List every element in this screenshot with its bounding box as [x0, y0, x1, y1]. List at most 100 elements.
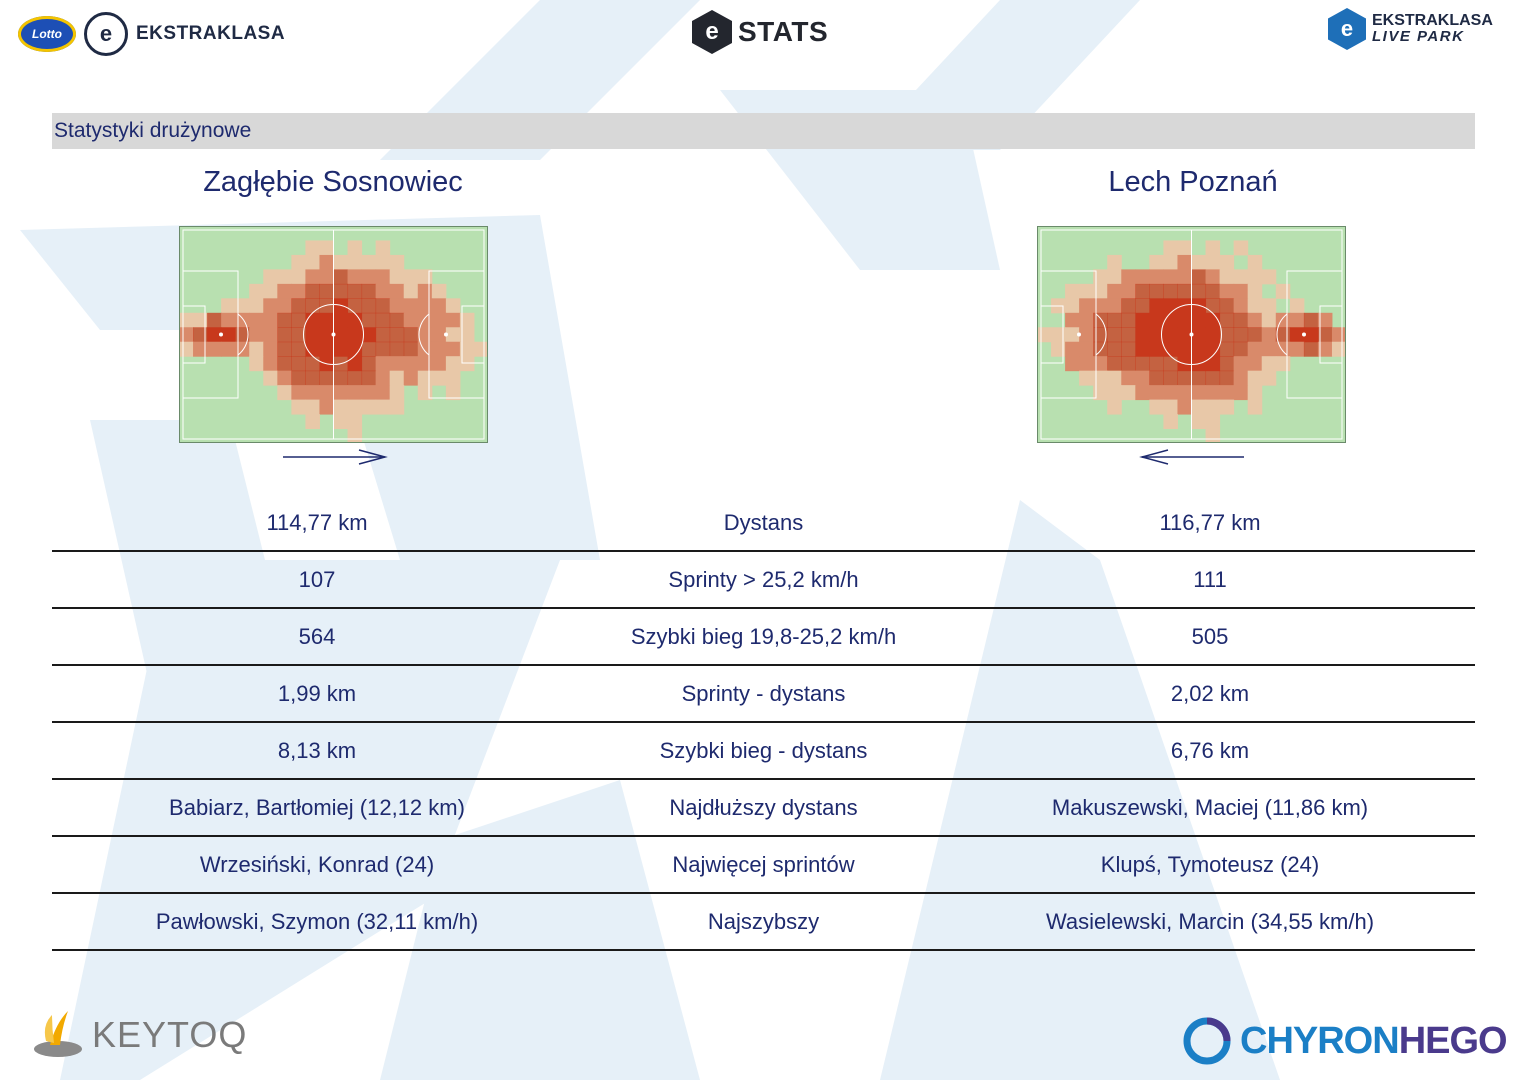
stats-row: Pawłowski, Szymon (32,11 km/h) Najszybsz… [52, 894, 1475, 951]
left-value: 8,13 km [277, 737, 357, 763]
heat-cell [375, 283, 391, 299]
heat-cell [1205, 370, 1221, 386]
pitch-marking [1040, 305, 1064, 364]
heat-cell [417, 356, 433, 372]
heat-cell [1205, 269, 1221, 285]
stats-table: 114,77 km Dystans 116,77 km 107 Sprinty … [52, 495, 1475, 951]
left-value: 564 [298, 623, 336, 649]
heat-cell [179, 327, 194, 343]
heat-cell [1219, 254, 1235, 270]
heat-cell [1107, 298, 1122, 314]
heat-cell [1191, 327, 1207, 343]
heat-cell [1065, 327, 1080, 343]
heat-cell [1135, 327, 1150, 343]
heat-cell [417, 269, 433, 285]
heat-cell [1303, 341, 1319, 357]
heat-cell [445, 385, 461, 401]
heat-cell [1163, 414, 1178, 430]
heat-cell [1177, 399, 1192, 415]
heat-cell [249, 341, 264, 357]
heat-cell [1149, 341, 1164, 357]
heat-cell [1317, 341, 1333, 357]
heat-cell [1205, 327, 1221, 343]
heat-cell [1065, 341, 1080, 357]
right-value: Klupś, Tymoteusz (24) [1100, 851, 1320, 877]
heat-cell [1149, 283, 1164, 299]
heat-cell [207, 327, 222, 343]
heat-cell [459, 327, 475, 343]
heat-cell [1275, 283, 1291, 299]
pitch-marking [1077, 332, 1081, 337]
heat-cell [403, 312, 419, 328]
heat-cell [1149, 356, 1164, 372]
heat-cell [1191, 341, 1207, 357]
heat-cell [305, 269, 320, 285]
heat-cell [347, 254, 363, 270]
heat-cell [235, 298, 250, 314]
heat-cell [1289, 327, 1305, 343]
live-park-wordmark: EKSTRAKLASA LIVE PARK [1372, 13, 1493, 45]
heat-cell [1135, 283, 1150, 299]
stat-label: Dystans [723, 509, 804, 535]
heat-cell [263, 269, 278, 285]
heat-cell [263, 370, 278, 386]
heat-cell [1121, 283, 1136, 299]
right-value: Makuszewski, Maciej (11,86 km) [1051, 794, 1369, 820]
heat-cell [1093, 269, 1108, 285]
heat-cell [1079, 298, 1094, 314]
heat-cell [1135, 385, 1150, 401]
pitch-marking [182, 305, 206, 364]
heat-cell [319, 254, 334, 270]
heat-cell [333, 399, 349, 415]
heat-cell [291, 298, 306, 314]
heat-cell [1317, 312, 1333, 328]
left-value: 107 [298, 566, 336, 592]
heat-cell [291, 356, 306, 372]
heat-cell [333, 269, 349, 285]
heat-cell [1051, 327, 1066, 343]
heat-cell [1149, 254, 1164, 270]
live-park-logo: e EKSTRAKLASA LIVE PARK [1328, 6, 1513, 52]
heat-cell [1191, 370, 1207, 386]
pitch-frame [1037, 226, 1346, 443]
pitch-frame [179, 226, 488, 443]
heat-cell [361, 327, 377, 343]
pitch-marking [1319, 305, 1343, 364]
team-name-left: Zagłębie Sosnowiec [203, 166, 463, 198]
heat-cell [347, 240, 363, 256]
heat-cell [1065, 283, 1080, 299]
heat-cell [291, 283, 306, 299]
heat-cell [1261, 341, 1277, 357]
heat-cell [1331, 341, 1346, 357]
heat-cell [291, 399, 306, 415]
left-value: Wrzesiński, Konrad (24) [199, 851, 435, 877]
stats-row: 1,99 km Sprinty - dystans 2,02 km [52, 666, 1475, 723]
heat-cell [333, 385, 349, 401]
chyronhego-wordmark-part1: CHYRON [1240, 1019, 1400, 1062]
heat-cell [1233, 341, 1249, 357]
heat-cell [347, 298, 363, 314]
heat-cell [1219, 283, 1235, 299]
heat-cell [1177, 341, 1192, 357]
heat-cell [263, 298, 278, 314]
heat-cell [193, 327, 208, 343]
pitch-marking [331, 332, 336, 337]
heatmap-right [1037, 226, 1346, 443]
stat-label: Najwięcej sprintów [672, 851, 855, 877]
heat-cell [1093, 327, 1108, 343]
heat-cell [221, 298, 236, 314]
heat-cell [319, 385, 334, 401]
heat-cell [1261, 356, 1277, 372]
heat-cell [277, 341, 292, 357]
heat-cell [1107, 356, 1122, 372]
heat-cell [1149, 327, 1164, 343]
heat-cell [1149, 385, 1164, 401]
pitch-marking [219, 332, 223, 337]
heat-cell [1079, 341, 1094, 357]
pitch-marking [1189, 332, 1194, 337]
heat-cell [1191, 269, 1207, 285]
heat-cell [1093, 312, 1108, 328]
heat-cell [403, 327, 419, 343]
heat-cell [1205, 399, 1221, 415]
stat-label: Sprinty - dystans [681, 680, 846, 706]
